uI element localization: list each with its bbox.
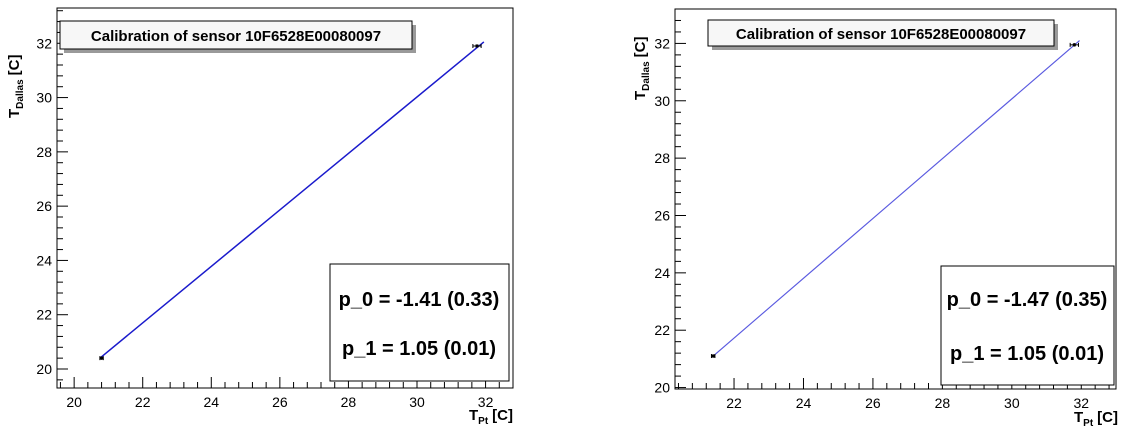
- axis-tick-labels: 20 22 24 26 28 30 32 20 22 24 26 28 30 32: [36, 35, 493, 410]
- y-tick-label: 22: [654, 322, 670, 338]
- data-points: [710, 42, 1079, 359]
- data-point: [710, 354, 716, 359]
- y-tick-label: 20: [654, 380, 670, 396]
- x-axis-title-unit: [C]: [492, 407, 513, 424]
- fit-stats-box: p_0 = -1.41 (0.33) p_1 = 1.05 (0.01): [329, 263, 510, 382]
- x-tick-label: 24: [796, 395, 812, 411]
- y-tick-label: 26: [654, 207, 670, 223]
- y-tick-label: 28: [36, 144, 52, 160]
- x-tick-label: 32: [1073, 395, 1089, 411]
- plot-right-svg: 22 24 26 28 30 32 20 22 24 26 28 30 32 Calibration o…: [632, 8, 1118, 428]
- x-tick-label: 20: [66, 394, 82, 410]
- plot-title-box: Calibration of sensor 10F6528E00080097: [59, 20, 416, 53]
- x-axis-title: TPt [C]: [1074, 409, 1118, 428]
- stat-p1: p_1 = 1.05 (0.01): [342, 338, 496, 360]
- y-axis-title-unit: [C]: [6, 55, 23, 76]
- plot-title-box: Calibration of sensor 10F6528E00080097: [707, 19, 1058, 50]
- data-point: [99, 356, 104, 361]
- x-tick-label: 22: [726, 395, 742, 411]
- axis-ticks: [57, 10, 514, 388]
- plot-title: Calibration of sensor 10F6528E00080097: [91, 28, 381, 45]
- x-axis-title-unit: [C]: [1097, 409, 1118, 426]
- y-tick-label: 24: [654, 265, 670, 281]
- stat-p0: p_0 = -1.41 (0.33): [339, 289, 500, 311]
- stat-p1: p_1 = 1.05 (0.01): [950, 343, 1104, 365]
- plot-left-svg: 20 22 24 26 28 30 32 20 22 24 26 28 30 32 Calibration…: [6, 7, 514, 427]
- y-axis-title-main: T: [6, 109, 23, 118]
- fit-line: [712, 40, 1080, 357]
- data-points: [99, 44, 482, 361]
- x-tick-label: 26: [272, 394, 288, 410]
- fit-stats-box: p_0 = -1.47 (0.35) p_1 = 1.05 (0.01): [940, 265, 1115, 386]
- plot-frame: [674, 8, 1117, 390]
- x-tick-label: 28: [935, 395, 951, 411]
- x-axis-title-main: T: [469, 407, 478, 424]
- y-tick-label: 26: [36, 198, 52, 214]
- y-axis-title: TDallas [C]: [632, 37, 652, 100]
- x-axis-title-main: T: [1074, 409, 1083, 426]
- x-axis-title-sub: Pt: [1083, 418, 1094, 428]
- x-axis-title: TPt [C]: [469, 407, 513, 427]
- axis-tick-labels: 22 24 26 28 30 32 20 22 24 26 28 30 32: [654, 35, 1089, 411]
- calibration-plot-left: 20 22 24 26 28 30 32 20 22 24 26 28 30 32 Calibration…: [0, 0, 556, 428]
- x-tick-label: 32: [478, 394, 494, 410]
- plot-frame: [56, 7, 514, 389]
- x-tick-label: 30: [1004, 395, 1020, 411]
- y-tick-label: 20: [36, 361, 52, 377]
- x-axis-title-sub: Pt: [478, 416, 489, 427]
- data-point: [1069, 42, 1079, 47]
- x-tick-label: 28: [341, 394, 357, 410]
- y-tick-label: 30: [654, 93, 670, 109]
- stat-p0: p_0 = -1.47 (0.35): [947, 289, 1108, 311]
- y-axis-title-sub: Dallas: [15, 79, 26, 109]
- y-tick-label: 32: [36, 35, 52, 51]
- y-tick-label: 28: [654, 150, 670, 166]
- y-tick-label: 24: [36, 252, 52, 268]
- x-tick-label: 30: [409, 394, 425, 410]
- y-axis-title: TDallas [C]: [6, 55, 26, 118]
- x-tick-label: 26: [865, 395, 881, 411]
- y-tick-label: 30: [36, 90, 52, 106]
- y-tick-label: 22: [36, 307, 52, 323]
- x-tick-label: 24: [203, 394, 219, 410]
- plot-title: Calibration of sensor 10F6528E00080097: [736, 26, 1026, 43]
- y-axis-title-unit: [C]: [632, 37, 649, 58]
- x-tick-label: 22: [135, 394, 151, 410]
- y-axis-title-sub: Dallas: [641, 61, 652, 91]
- fit-line: [99, 41, 485, 359]
- y-axis-title-main: T: [632, 91, 649, 100]
- y-tick-label: 32: [654, 35, 670, 51]
- calibration-plot-right: 22 24 26 28 30 32 20 22 24 26 28 30 32 Calibration o…: [618, 0, 1130, 428]
- data-point: [472, 44, 482, 48]
